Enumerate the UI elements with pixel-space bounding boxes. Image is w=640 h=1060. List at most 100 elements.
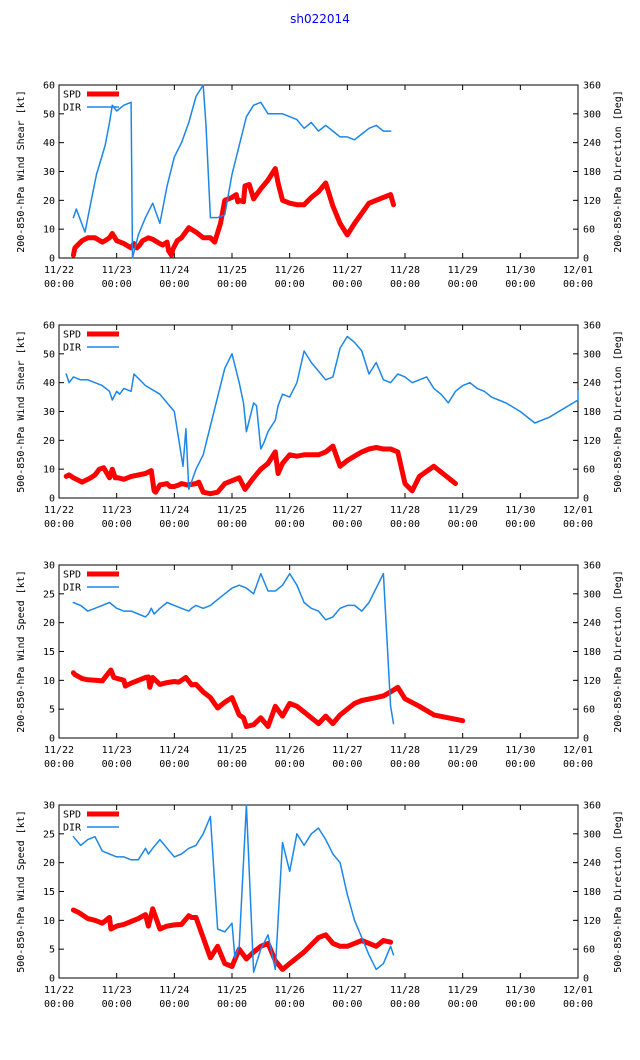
x-tick-date: 11/25 [217, 505, 247, 516]
y-axis-label: 200-850-hPa Wind Shear [kt] [16, 90, 27, 253]
y-tick-label: 50 [43, 109, 55, 120]
x-tick-date: 11/23 [102, 265, 132, 276]
x-tick-time: 00:00 [217, 759, 247, 770]
y-tick-label: 20 [43, 618, 55, 629]
y2-tick-label: 60 [583, 945, 595, 956]
legend-label: SPD [63, 330, 81, 341]
x-tick-time: 00:00 [563, 279, 593, 290]
x-tick-time: 00:00 [159, 519, 189, 530]
x-tick-time: 00:00 [505, 759, 535, 770]
y-tick-label: 0 [49, 734, 55, 745]
x-tick-time: 00:00 [102, 519, 132, 530]
x-tick-time: 00:00 [275, 759, 305, 770]
y2-tick-label: 360 [583, 801, 601, 812]
x-tick-date: 11/27 [332, 745, 362, 756]
x-tick-time: 00:00 [505, 999, 535, 1010]
x-tick-date: 11/30 [505, 985, 535, 996]
y-tick-label: 30 [43, 407, 55, 418]
x-tick-time: 00:00 [44, 759, 74, 770]
y2-tick-label: 120 [583, 196, 601, 207]
x-tick-time: 00:00 [448, 519, 478, 530]
y-tick-label: 5 [49, 705, 55, 716]
x-tick-date: 12/01 [563, 505, 593, 516]
x-tick-time: 00:00 [44, 999, 74, 1010]
legend-label: SPD [63, 570, 81, 581]
x-tick-date: 11/26 [275, 745, 305, 756]
y-tick-label: 40 [43, 378, 55, 389]
y2-tick-label: 240 [583, 138, 601, 149]
y-tick-label: 30 [43, 167, 55, 178]
y-axis-label: 500-850-hPa Wind Shear [kt] [16, 330, 27, 493]
x-tick-date: 11/25 [217, 265, 247, 276]
x-tick-time: 00:00 [44, 519, 74, 530]
x-tick-time: 00:00 [448, 759, 478, 770]
x-tick-time: 00:00 [102, 759, 132, 770]
x-tick-date: 11/25 [217, 985, 247, 996]
y2-tick-label: 300 [583, 589, 601, 600]
x-tick-date: 11/22 [44, 985, 74, 996]
x-tick-time: 00:00 [275, 999, 305, 1010]
spd-series-line [70, 166, 396, 258]
x-tick-date: 11/26 [275, 505, 305, 516]
y-tick-label: 10 [43, 465, 55, 476]
x-tick-date: 12/01 [563, 745, 593, 756]
x-tick-date: 11/27 [332, 265, 362, 276]
x-tick-time: 00:00 [505, 519, 535, 530]
x-tick-time: 00:00 [448, 279, 478, 290]
y-tick-label: 10 [43, 676, 55, 687]
y-tick-label: 30 [43, 801, 55, 812]
x-tick-time: 00:00 [159, 759, 189, 770]
y-axis-label: 500-850-hPa Wind Speed [kt] [16, 810, 27, 973]
x-tick-time: 00:00 [217, 519, 247, 530]
y2-tick-label: 180 [583, 407, 601, 418]
x-tick-time: 00:00 [505, 279, 535, 290]
y2-tick-label: 0 [583, 734, 589, 745]
y2-tick-label: 360 [583, 561, 601, 572]
y2-tick-label: 180 [583, 887, 601, 898]
y-tick-label: 50 [43, 349, 55, 360]
x-tick-time: 00:00 [159, 279, 189, 290]
x-tick-time: 00:00 [217, 279, 247, 290]
y2-tick-label: 0 [583, 494, 589, 505]
x-tick-time: 00:00 [390, 279, 420, 290]
y-tick-label: 60 [43, 321, 55, 332]
x-tick-time: 00:00 [332, 519, 362, 530]
x-tick-date: 11/24 [159, 265, 189, 276]
x-tick-time: 00:00 [217, 999, 247, 1010]
y-tick-label: 5 [49, 945, 55, 956]
y-tick-label: 30 [43, 561, 55, 572]
legend-label: DIR [63, 823, 82, 834]
dir-series-line [65, 335, 579, 491]
x-tick-time: 00:00 [563, 759, 593, 770]
dir-series-line [72, 84, 392, 259]
x-tick-time: 00:00 [102, 999, 132, 1010]
x-tick-date: 11/22 [44, 505, 74, 516]
x-tick-date: 11/24 [159, 505, 189, 516]
x-tick-time: 00:00 [332, 279, 362, 290]
y2-tick-label: 240 [583, 378, 601, 389]
x-tick-date: 11/30 [505, 505, 535, 516]
y2-tick-label: 60 [583, 225, 595, 236]
x-tick-date: 11/23 [102, 505, 132, 516]
legend-label: SPD [63, 90, 81, 101]
dir-series-line [72, 804, 395, 973]
y2-tick-label: 360 [583, 321, 601, 332]
x-tick-date: 12/01 [563, 265, 593, 276]
x-tick-date: 11/24 [159, 745, 189, 756]
y-tick-label: 15 [43, 647, 55, 658]
x-tick-time: 00:00 [332, 999, 362, 1010]
y2-tick-label: 60 [583, 705, 595, 716]
x-tick-date: 11/26 [275, 265, 305, 276]
legend-label: DIR [63, 103, 82, 114]
spd-series-line [63, 443, 458, 497]
y-tick-label: 60 [43, 81, 55, 92]
x-tick-date: 11/28 [390, 265, 420, 276]
x-tick-date: 11/29 [448, 505, 478, 516]
y-axis-label: 200-850-hPa Wind Speed [kt] [16, 570, 27, 733]
x-tick-date: 11/28 [390, 745, 420, 756]
x-tick-date: 11/23 [102, 745, 132, 756]
y2-tick-label: 120 [583, 436, 601, 447]
x-tick-date: 11/28 [390, 985, 420, 996]
y-tick-label: 0 [49, 494, 55, 505]
